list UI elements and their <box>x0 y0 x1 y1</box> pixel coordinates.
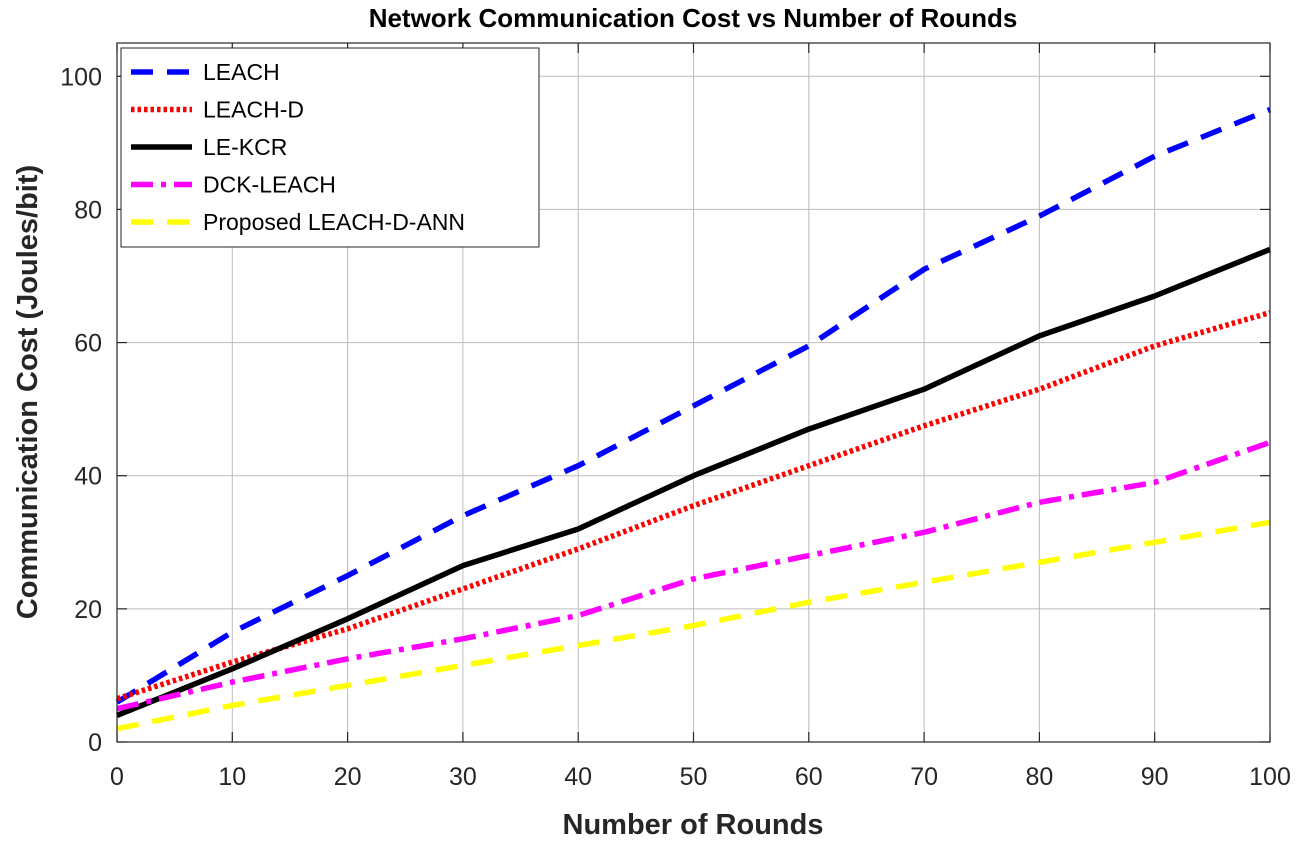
x-tick-label: 10 <box>218 763 246 791</box>
x-tick-label: 0 <box>110 763 124 791</box>
y-tick-label: 20 <box>74 596 102 624</box>
legend-label-leach: LEACH <box>203 59 280 85</box>
y-tick-label: 0 <box>88 729 102 757</box>
legend: LEACH LEACH-D LE-KCR DCK-LEACH Proposed LEAC… <box>120 47 540 248</box>
legend-label-dck-leach: DCK-LEACH <box>203 172 336 198</box>
series-line-le-kcr <box>115 246 1272 718</box>
chart-title: Network Communication Cost vs Number of … <box>369 3 1018 33</box>
series-lines <box>115 107 1272 732</box>
x-axis-label: Number of Rounds <box>563 809 824 841</box>
x-tick-label: 20 <box>334 763 362 791</box>
x-axis-ticks: 0 10 20 30 40 50 60 70 80 90 100 <box>110 43 1291 791</box>
series-line-leach-d <box>116 309 1271 702</box>
x-tick-label: 30 <box>449 763 477 791</box>
x-tick-label: 100 <box>1249 763 1291 791</box>
x-tick-label: 70 <box>910 763 938 791</box>
legend-label-le-kcr: LE-KCR <box>203 134 287 160</box>
y-tick-label: 100 <box>60 63 102 91</box>
y-axis-label: Communication Cost (Joules/bit) <box>12 165 44 619</box>
y-tick-label: 40 <box>74 463 102 491</box>
series-line-leach <box>115 107 1272 705</box>
legend-label-leach-d: LEACH-D <box>203 97 304 123</box>
y-tick-label: 60 <box>74 330 102 358</box>
plot-area-frame <box>116 42 1271 743</box>
series-line-proposed-leach-d-ann <box>116 519 1271 732</box>
x-tick-label: 80 <box>1025 763 1053 791</box>
series-line-dck-leach <box>116 439 1271 712</box>
x-tick-label: 60 <box>795 763 823 791</box>
y-axis-ticks: 0 20 40 60 80 100 <box>60 63 1270 757</box>
y-tick-label: 80 <box>74 196 102 224</box>
x-tick-label: 50 <box>680 763 708 791</box>
x-tick-label: 40 <box>564 763 592 791</box>
x-tick-label: 90 <box>1141 763 1169 791</box>
legend-label-proposed-leach-d-ann: Proposed LEACH-D-ANN <box>203 209 465 235</box>
